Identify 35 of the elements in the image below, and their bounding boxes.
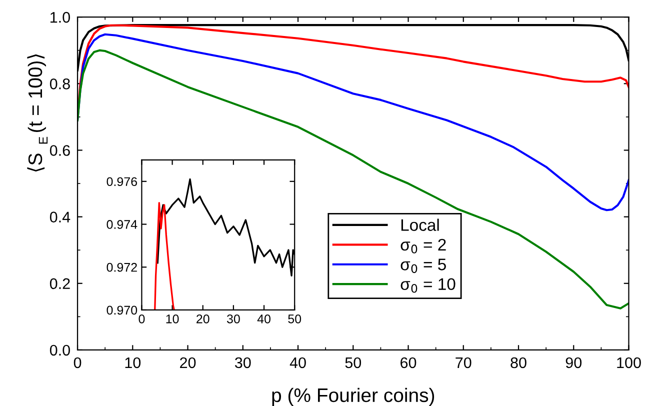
y-tick-label: 0.976 [106,177,137,186]
x-tick-label: 30 [234,357,251,368]
x-tick-label: 0 [74,357,82,368]
x-tick-label: 80 [510,357,526,368]
y-tick-label: 0.6 [50,145,70,156]
line-series [154,202,175,310]
legend-label: Local [401,218,439,231]
x-axis-title: p (% Fourier coins) [272,388,434,406]
x-tick-label: 50 [345,357,362,368]
y-tick-label: 0.974 [106,220,138,229]
y-axis-title: ⟨SE(t = 100)⟩ [27,54,48,172]
x-tick-label: 40 [257,314,270,324]
y-tick-label: 0.4 [50,212,70,222]
x-tick-label: 90 [566,357,582,368]
y-tick-label: 1.0 [50,12,70,23]
x-tick-label: 0 [138,314,145,324]
y-tick-label: 0.970 [106,306,138,315]
x-tick-label: 20 [196,314,210,324]
x-tick-label: 50 [288,314,302,324]
y-tick-label: 0.8 [50,78,70,90]
x-tick-label: 20 [180,357,196,368]
legend-label: σ$_{0}$ = 2 [400,238,446,254]
y-tick-label: 0.2 [50,278,70,290]
x-tick-label: 30 [226,314,240,324]
x-tick-label: 10 [166,314,179,324]
legend-label: σ$_{0}$ = 10 [400,278,456,293]
line-series [78,33,629,212]
x-tick-label: 100 [617,357,641,368]
y-tick-label: 0.972 [106,262,137,272]
legend-label: σ$_{0}$ = 5 [400,258,446,274]
y-tick-label: 0.0 [50,344,70,356]
x-tick-label: 10 [125,357,141,368]
x-tick-label: 40 [290,357,306,368]
x-tick-label: 60 [400,357,416,368]
x-tick-label: 70 [456,357,472,368]
